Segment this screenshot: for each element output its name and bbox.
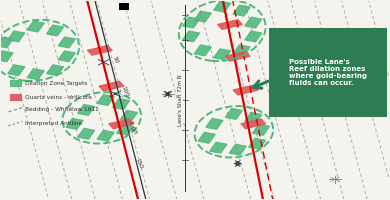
Bar bbox=[233, 85, 258, 95]
Bar bbox=[0, 51, 13, 62]
Bar bbox=[10, 94, 21, 100]
Bar bbox=[183, 17, 200, 28]
Bar bbox=[245, 17, 262, 28]
Bar bbox=[99, 81, 124, 91]
Text: Possible Lane's
Reef dilation zones
where gold-bearing
fluids can occur.: Possible Lane's Reef dilation zones wher… bbox=[289, 59, 367, 86]
Text: 150: 150 bbox=[134, 157, 143, 170]
Bar bbox=[229, 144, 246, 155]
Bar bbox=[214, 1, 231, 12]
Bar bbox=[225, 51, 250, 61]
Text: 100: 100 bbox=[121, 86, 129, 98]
Bar bbox=[194, 45, 211, 56]
FancyBboxPatch shape bbox=[269, 28, 387, 117]
Bar bbox=[183, 31, 200, 42]
Bar bbox=[194, 11, 211, 22]
Bar bbox=[245, 112, 262, 123]
Bar bbox=[198, 132, 215, 143]
Bar bbox=[214, 49, 231, 60]
Bar bbox=[210, 142, 227, 153]
Bar bbox=[58, 51, 75, 62]
Text: Interpreted Antiline: Interpreted Antiline bbox=[25, 121, 82, 126]
Bar bbox=[252, 124, 270, 135]
Bar bbox=[27, 69, 44, 80]
Bar bbox=[66, 118, 83, 129]
Bar bbox=[87, 45, 112, 55]
Bar bbox=[0, 37, 13, 48]
Bar bbox=[58, 37, 75, 48]
Bar bbox=[120, 110, 138, 121]
Bar bbox=[245, 31, 262, 42]
Bar bbox=[233, 45, 250, 56]
Bar bbox=[46, 65, 64, 76]
Bar bbox=[46, 25, 64, 36]
Text: 1 g/t: 1 g/t bbox=[128, 121, 138, 135]
Text: Lane's Shaft 72m N: Lane's Shaft 72m N bbox=[178, 74, 183, 126]
Text: 50: 50 bbox=[112, 56, 119, 65]
Bar bbox=[97, 130, 114, 141]
Bar bbox=[109, 119, 134, 129]
Bar bbox=[7, 31, 25, 42]
Text: Dilation Zone Targets: Dilation Zone Targets bbox=[25, 81, 87, 86]
Bar bbox=[7, 65, 25, 76]
Bar bbox=[10, 80, 21, 86]
Bar bbox=[206, 118, 223, 129]
Bar bbox=[97, 95, 114, 105]
Bar bbox=[119, 3, 129, 10]
Bar bbox=[78, 128, 95, 139]
Bar bbox=[116, 124, 134, 135]
Bar bbox=[241, 119, 266, 129]
Bar bbox=[27, 21, 44, 32]
Text: Quartz veins - drillcore: Quartz veins - drillcore bbox=[25, 95, 92, 100]
Text: Bedding - Whitelaw 1911: Bedding - Whitelaw 1911 bbox=[25, 107, 98, 112]
Bar bbox=[218, 20, 243, 29]
Bar bbox=[78, 104, 95, 115]
Bar bbox=[225, 108, 243, 119]
Bar bbox=[248, 138, 266, 149]
Bar bbox=[233, 5, 250, 16]
Bar bbox=[112, 98, 130, 109]
